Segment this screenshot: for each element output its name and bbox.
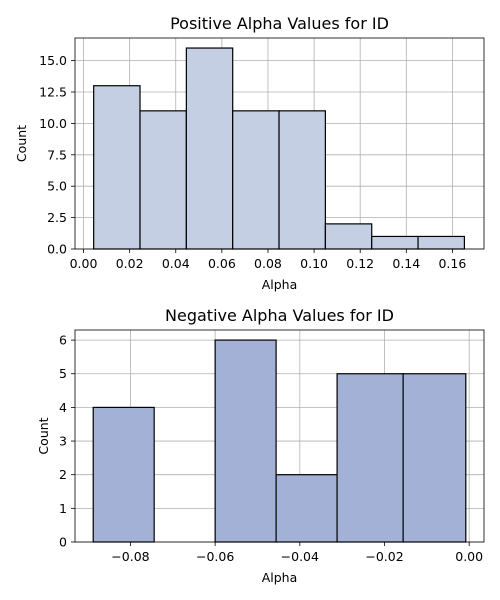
histogram-bar bbox=[139, 110, 187, 250]
plot-frame bbox=[74, 329, 485, 543]
y-tick-label: 12.5 bbox=[39, 85, 67, 100]
x-axis-label: Alpha bbox=[262, 277, 298, 292]
histogram-bar bbox=[92, 406, 155, 543]
y-tick-label: 4 bbox=[59, 400, 67, 415]
x-tick-label: 0.08 bbox=[254, 256, 282, 271]
x-tick-label: 0.00 bbox=[70, 256, 98, 271]
histogram-bar bbox=[336, 373, 404, 543]
plot-frame bbox=[74, 37, 485, 250]
chart-title: Negative Alpha Values for ID bbox=[165, 306, 394, 325]
negative-alpha-histogram: Negative Alpha Values for ID Alpha Count… bbox=[36, 306, 485, 585]
histogram-bar bbox=[324, 223, 373, 250]
histogram-bar bbox=[275, 474, 338, 543]
x-tick-label: 0.00 bbox=[455, 549, 483, 564]
histogram-bar bbox=[278, 110, 326, 250]
y-tick-label: 2 bbox=[59, 467, 67, 482]
y-tick-label: 2.5 bbox=[47, 210, 67, 225]
y-tick-label: 0.0 bbox=[47, 242, 67, 257]
x-tick-label: −0.02 bbox=[365, 549, 403, 564]
y-tick-label: 10.0 bbox=[39, 116, 67, 131]
chart-title: Positive Alpha Values for ID bbox=[170, 14, 389, 33]
x-axis-label: Alpha bbox=[262, 570, 298, 585]
histogram-bar bbox=[93, 85, 141, 250]
y-tick-label: 0 bbox=[59, 535, 67, 550]
y-tick-label: 5.0 bbox=[47, 179, 67, 194]
histogram-bar bbox=[214, 339, 277, 543]
y-tick-label: 1 bbox=[59, 501, 67, 516]
x-tick-label: 0.04 bbox=[162, 256, 190, 271]
y-tick-label: 7.5 bbox=[47, 147, 67, 162]
y-tick-label: 15.0 bbox=[39, 53, 67, 68]
y-tick-label: 5 bbox=[59, 366, 67, 381]
histogram-bar bbox=[371, 235, 419, 250]
x-tick-label: 0.10 bbox=[300, 256, 328, 271]
x-tick-label: −0.04 bbox=[281, 549, 319, 564]
y-axis-label: Count bbox=[36, 417, 51, 454]
histogram-bar bbox=[232, 110, 280, 250]
histogram-bar bbox=[185, 47, 234, 250]
x-tick-label: 0.16 bbox=[438, 256, 466, 271]
histogram-bar bbox=[402, 373, 467, 543]
y-tick-label: 3 bbox=[59, 434, 67, 449]
x-tick-label: 0.02 bbox=[116, 256, 144, 271]
positive-alpha-histogram: Positive Alpha Values for ID Alpha Count… bbox=[14, 14, 485, 292]
x-tick-label: −0.08 bbox=[111, 549, 149, 564]
x-tick-label: 0.14 bbox=[392, 256, 420, 271]
x-tick-label: 0.06 bbox=[208, 256, 236, 271]
y-axis-label: Count bbox=[14, 125, 29, 162]
x-tick-label: −0.06 bbox=[196, 549, 234, 564]
y-tick-label: 6 bbox=[59, 333, 67, 348]
x-tick-label: 0.12 bbox=[346, 256, 374, 271]
histogram-bar bbox=[417, 235, 466, 250]
